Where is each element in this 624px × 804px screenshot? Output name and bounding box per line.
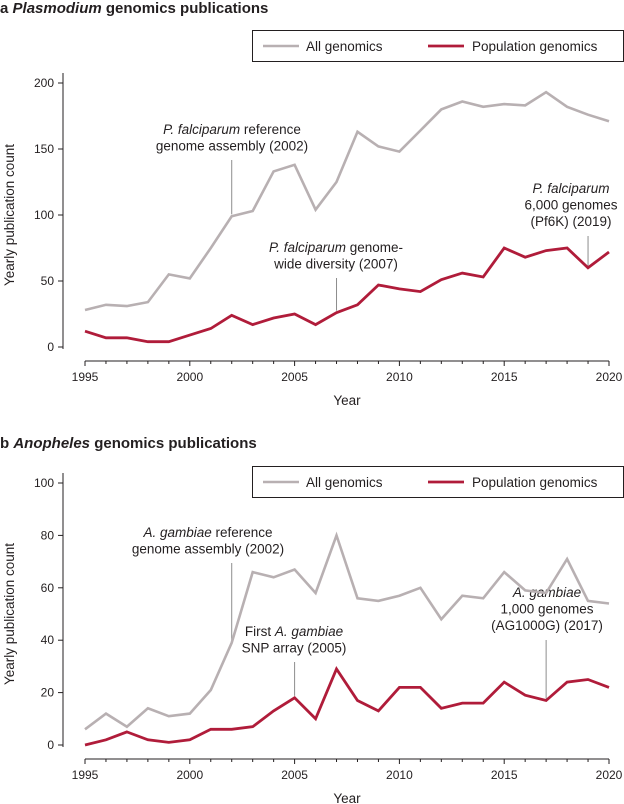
annotation-text: A. gambiae 1,000 genomes (AG1000G) (2017) [491, 585, 603, 633]
y-tick-label: 50 [41, 274, 55, 288]
annotation-segment: reference [240, 122, 301, 137]
annotation-text: P. falciparum reference genome assembly (… [156, 122, 308, 154]
y-tick-label: 0 [47, 738, 54, 752]
x-tick-label: 1995 [72, 370, 99, 384]
legend-label-population-genomics: Population genomics [472, 475, 598, 490]
legend: All genomics Population genomics [252, 466, 624, 498]
annotation-segment: 6,000 genomes [524, 198, 617, 213]
x-tick-label: 2015 [491, 370, 518, 384]
x-tick-label: 2000 [176, 370, 203, 384]
annotation-segment: genome assembly (2002) [132, 542, 284, 557]
x-tick-label: 2020 [596, 370, 623, 384]
panel-letter: b [0, 435, 13, 452]
legend: All genomics Population genomics [252, 30, 624, 62]
panel-title-italic: Plasmodium [13, 0, 102, 17]
y-tick-label: 60 [41, 581, 55, 595]
annotation-italic: P. falciparum [532, 181, 609, 196]
annotation-segment: 1,000 genomes [500, 602, 593, 617]
y-tick-label: 40 [41, 633, 55, 647]
annotation-segment: genome assembly (2002) [156, 139, 308, 154]
x-tick-label: 2015 [491, 768, 518, 782]
x-axis-label: Year [333, 791, 361, 804]
annotation-text: P. falciparum 6,000 genomes (Pf6K) (2019) [524, 181, 617, 229]
annotation-segment: wide diversity (2007) [273, 257, 398, 272]
chart-panel-a: a Plasmodium genomics publications 0 50 100… [0, 0, 624, 408]
panel-title-rest: genomics publications [90, 435, 257, 452]
y-axis-label: Yearly publication count [2, 543, 17, 685]
x-tick-label: 2005 [281, 768, 308, 782]
annotation-segment: First [245, 624, 275, 639]
y-tick-label: 20 [41, 686, 55, 700]
x-tick-label: 2010 [386, 768, 413, 782]
annotation-text: A. gambiae reference genome assembly (200… [132, 525, 284, 557]
x-tick-label: 1995 [72, 768, 99, 782]
legend-label-population-genomics: Population genomics [472, 39, 598, 54]
annotation-segment: genome- [346, 240, 403, 255]
panel-title-italic: Anopheles [12, 435, 90, 452]
x-tick-label: 2020 [596, 768, 623, 782]
y-tick-label: 200 [34, 76, 54, 90]
x-tick-label: 2005 [281, 370, 308, 384]
annotation-italic: A. gambiae [142, 525, 211, 540]
annotation-segment: SNP array (2005) [242, 641, 347, 656]
annotation-italic: A. gambiae [274, 624, 343, 639]
x-tick-label: 2000 [176, 768, 203, 782]
annotation-segment: (AG1000G) (2017) [491, 618, 603, 633]
series-line-population-genomics [84, 666, 610, 747]
legend-label-all-genomics: All genomics [306, 475, 383, 490]
x-tick-label: 2010 [386, 370, 413, 384]
panel-title: b Anopheles genomics publications [0, 435, 257, 452]
y-axis-label: Yearly publication count [2, 144, 17, 286]
panel-title-rest: genomics publications [102, 0, 269, 17]
y-tick-label: 80 [41, 528, 55, 542]
panel-letter: a [0, 0, 13, 17]
annotation-segment: (Pf6K) (2019) [530, 214, 611, 229]
y-tick-label: 150 [34, 142, 54, 156]
series-line-all-genomics [84, 531, 610, 731]
y-tick-label: 100 [34, 476, 54, 490]
annotation-italic: P. falciparum [163, 122, 240, 137]
y-tick-label: 0 [47, 340, 54, 354]
x-axis-label: Year [333, 393, 361, 408]
annotation-italic: P. falciparum [269, 240, 346, 255]
annotation-text: P. falciparum genome-wide diversity (200… [269, 240, 403, 272]
y-tick-label: 100 [34, 208, 54, 222]
annotation-text: First A. gambiae SNP array (2005) [242, 624, 347, 656]
series-line-all-genomics [84, 90, 610, 312]
series-line-population-genomics [84, 246, 610, 344]
annotation-segment: reference [212, 525, 273, 540]
panel-title: a Plasmodium genomics publications [0, 0, 268, 17]
legend-label-all-genomics: All genomics [306, 39, 383, 54]
chart-panel-b: b Anopheles genomics publications 0 20 40 60… [0, 435, 624, 804]
